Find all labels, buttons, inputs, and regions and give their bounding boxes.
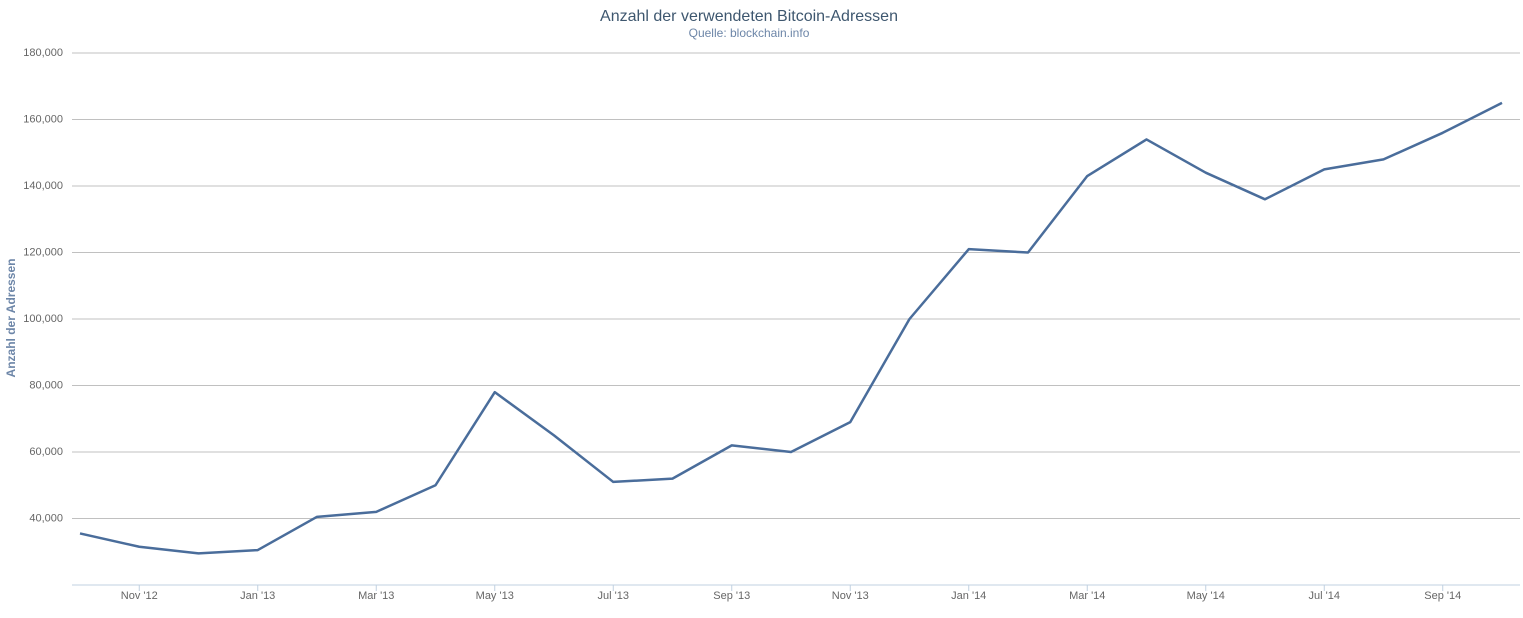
y-tick-label: 180,000 (23, 47, 63, 59)
x-tick-label: Sep '13 (713, 590, 750, 602)
chart-title: Anzahl der verwendeten Bitcoin-Adressen (600, 8, 898, 25)
chart-subtitle: Quelle: blockchain.info (689, 26, 810, 40)
y-tick-label: 80,000 (29, 379, 63, 391)
y-axis-label: Anzahl der Adressen (4, 259, 18, 378)
x-tick-label: Sep '14 (1424, 590, 1461, 602)
x-tick-label: Jul '13 (598, 590, 629, 602)
x-tick-label: Jul '14 (1309, 590, 1340, 602)
y-tick-label: 40,000 (29, 512, 63, 524)
x-tick-label: May '13 (476, 590, 514, 602)
x-tick-label: Mar '13 (358, 590, 394, 602)
y-tick-label: 120,000 (23, 246, 63, 258)
x-tick-label: Nov '13 (832, 590, 869, 602)
x-tick-label: Mar '14 (1069, 590, 1105, 602)
x-tick-label: Jan '13 (240, 590, 275, 602)
x-tick-label: May '14 (1187, 590, 1225, 602)
y-tick-label: 140,000 (23, 180, 63, 192)
y-tick-label: 160,000 (23, 113, 63, 125)
y-tick-label: 100,000 (23, 313, 63, 325)
data-line (79, 101, 1503, 555)
x-tick-label: Nov '12 (121, 590, 158, 602)
y-tick-label: 60,000 (29, 446, 63, 458)
x-tick-label: Jan '14 (951, 590, 986, 602)
